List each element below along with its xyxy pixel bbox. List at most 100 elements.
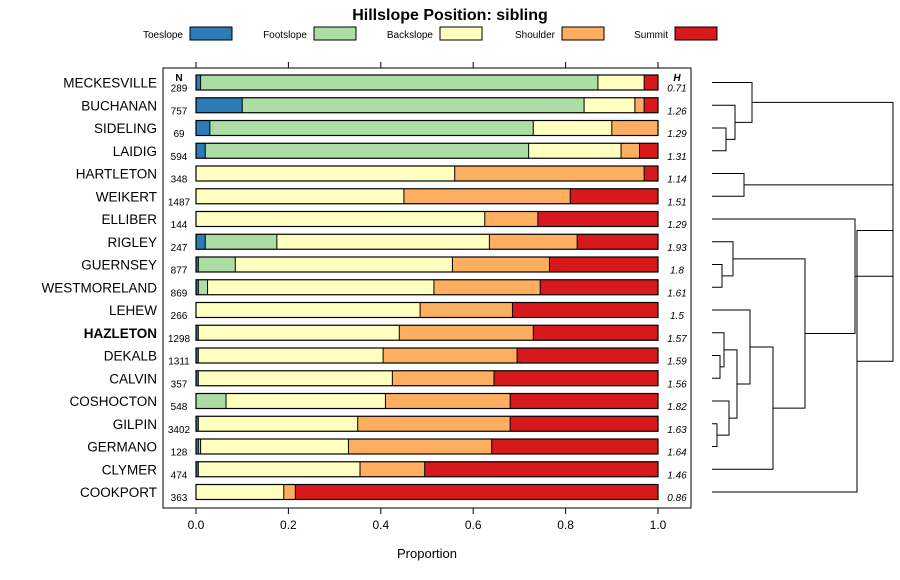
row-rigley: RIGLEY 247 1.93 <box>107 233 687 254</box>
bar-segment-toeslope <box>196 120 210 136</box>
bar-segment-shoulder <box>383 348 518 363</box>
row-guernsey: GUERNSEY 877 1.8 <box>81 256 684 277</box>
legend-label-shoulder: Shoulder <box>515 30 556 41</box>
n-count: 266 <box>171 311 188 322</box>
row-meckesville: MECKESVILLE 289 0.71 <box>63 74 687 95</box>
h-value: 1.31 <box>667 152 686 163</box>
h-value: 1.61 <box>667 288 686 299</box>
n-count: 357 <box>171 379 188 390</box>
bar-segment-shoulder <box>611 120 658 136</box>
dendrogram-branch <box>733 258 806 409</box>
legend-label-summit: Summit <box>634 30 668 41</box>
bar-segment-footslope <box>198 279 208 295</box>
bar-outline <box>195 347 659 364</box>
dendrogram-branch <box>752 101 894 362</box>
legend-swatch-toeslope <box>189 26 233 41</box>
bar-outline <box>195 97 659 114</box>
dendrogram <box>712 82 894 493</box>
h-value: 1.56 <box>667 379 687 390</box>
bar-segment-summit <box>639 143 658 159</box>
row-dekalb: DEKALB 1311 1.59 <box>104 347 687 368</box>
bar-segment-footslope <box>198 439 201 454</box>
h-value: 1.5 <box>670 311 684 322</box>
n-count: 548 <box>171 402 188 413</box>
bar-segment-backslope <box>207 279 434 295</box>
soil-label: MECKESVILLE <box>63 76 157 91</box>
bar-segment-shoulder <box>420 302 513 318</box>
bar-segment-backslope <box>196 166 455 181</box>
bar-segment-summit <box>510 416 658 432</box>
bar-segment-toeslope <box>196 75 201 90</box>
n-count: 1311 <box>168 357 190 368</box>
legend-label-toeslope: Toeslope <box>143 30 183 41</box>
bar-segment-shoulder <box>484 211 538 227</box>
bar-segment-shoulder <box>392 370 494 386</box>
bar-segment-backslope <box>198 348 384 363</box>
bar-segment-footslope <box>205 234 277 250</box>
bar-segment-shoulder <box>357 416 511 432</box>
soil-label: LEHEW <box>109 303 157 318</box>
soil-label: WESTMORELAND <box>41 280 157 295</box>
plot-frame <box>162 67 692 509</box>
n-count: 3402 <box>168 425 191 436</box>
bar-outline <box>195 370 659 387</box>
bar-outline <box>195 210 659 228</box>
bar-segment-shoulder <box>454 166 645 181</box>
bar-segment-toeslope <box>196 348 199 363</box>
n-header: N <box>175 73 182 84</box>
bar-segment-footslope <box>242 97 585 113</box>
bar-segment-summit <box>512 302 658 318</box>
h-value: 1.51 <box>667 197 686 208</box>
soil-label: CLYMER <box>102 462 158 477</box>
bar-segment-footslope <box>196 393 227 409</box>
n-count: 69 <box>173 129 185 140</box>
row-buchanan: BUCHANAN 757 1.26 <box>81 97 687 117</box>
bar-segment-backslope <box>196 188 404 204</box>
n-count: 128 <box>171 448 188 459</box>
h-value: 1.64 <box>667 448 687 459</box>
row-lehew: LEHEW 266 1.5 <box>109 301 684 322</box>
h-value: 0.86 <box>667 493 687 504</box>
bar-segment-backslope <box>276 234 490 250</box>
n-count: 1487 <box>168 197 191 208</box>
bar-segment-toeslope <box>196 143 206 159</box>
soil-label: GERMANO <box>87 440 157 455</box>
h-value: 0.71 <box>667 84 686 95</box>
bar-outline <box>195 279 659 296</box>
row-cookport: COOKPORT 363 0.86 <box>80 483 687 504</box>
h-value: 1.63 <box>667 425 687 436</box>
bar-outline <box>195 483 659 501</box>
bar-segment-toeslope <box>196 461 199 477</box>
n-count: 1298 <box>168 334 191 345</box>
bar-outline <box>195 142 659 159</box>
bar-outline <box>195 324 659 341</box>
row-hartleton: HARTLETON 348 1.14 <box>76 165 687 186</box>
x-tick-label: 1.0 <box>650 518 667 532</box>
bar-segment-summit <box>510 393 658 409</box>
n-count: 869 <box>171 288 188 299</box>
soil-label: COSHOCTON <box>69 394 157 409</box>
soil-label: WEIKERT <box>96 189 157 204</box>
bar-segment-shoulder <box>399 325 534 341</box>
soil-label: SIDELING <box>94 121 157 136</box>
dendrogram-branch <box>724 349 738 419</box>
bar-segment-footslope <box>209 120 534 136</box>
legend-swatch-shoulder <box>561 26 605 41</box>
x-tick-label: 0.4 <box>372 518 389 532</box>
row-gilpin: GILPIN 3402 1.63 <box>113 415 687 436</box>
bar-segment-summit <box>533 325 658 341</box>
dendrogram-branch <box>712 173 745 197</box>
x-tick-label: 0.6 <box>465 518 482 532</box>
bar-outline <box>195 74 659 91</box>
bar-segment-toeslope <box>196 370 199 386</box>
n-count: 757 <box>171 106 188 117</box>
bar-segment-shoulder <box>360 461 425 477</box>
bar-outline <box>195 119 659 137</box>
bar-segment-footslope <box>200 75 598 90</box>
bar-segment-backslope <box>198 370 393 386</box>
bar-segment-shoulder <box>452 257 550 272</box>
legend-label-backslope: Backslope <box>387 30 434 41</box>
bar-segment-backslope <box>226 393 386 409</box>
bar-segment-toeslope <box>196 234 206 250</box>
legend-swatch-footslope <box>313 26 357 41</box>
